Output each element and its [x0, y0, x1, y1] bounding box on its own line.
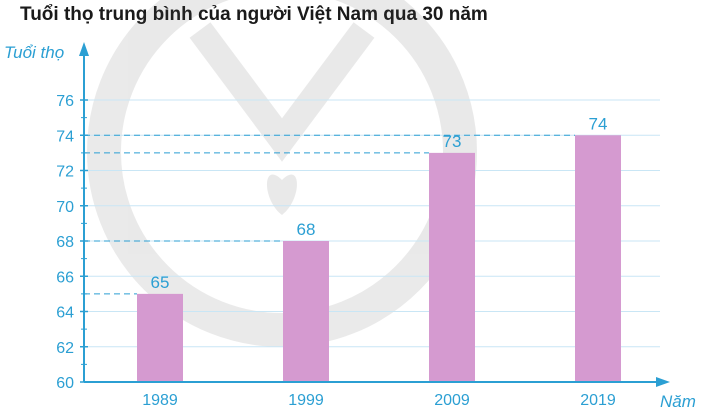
- guide-lines: [84, 134, 575, 295]
- y-tick-label: 68: [56, 234, 74, 251]
- y-tick-label: 66: [56, 269, 74, 286]
- y-tick-label: 74: [56, 128, 74, 145]
- x-axis-arrow: [656, 377, 670, 387]
- y-tick-label: 60: [56, 375, 74, 392]
- bar: [137, 293, 183, 382]
- bar: [283, 241, 329, 382]
- bar: [429, 152, 475, 382]
- y-tick-label: 76: [56, 93, 74, 110]
- chart-title: Tuổi thọ trung bình của người Việt Nam q…: [20, 4, 488, 25]
- data-label: 73: [443, 132, 462, 151]
- y-tick-label: 64: [56, 305, 74, 322]
- axes: [79, 42, 670, 387]
- watermark-logo: [87, 0, 477, 347]
- y-tick-label: 62: [56, 340, 74, 357]
- y-tick-label: 72: [56, 164, 74, 181]
- y-axis-arrow: [79, 42, 89, 56]
- bars: [137, 135, 621, 382]
- x-tick-label: 1989: [142, 392, 178, 409]
- data-label: 68: [297, 220, 316, 239]
- y-ticks: 60 62 64 66 68 70 72 74 76: [56, 93, 88, 392]
- data-labels: 65 68 73 74: [151, 114, 608, 292]
- x-tick-label: 1999: [288, 392, 324, 409]
- y-tick-label: 70: [56, 199, 74, 216]
- x-axis-title: Năm: [660, 392, 696, 411]
- data-label: 74: [589, 114, 608, 133]
- bar: [575, 135, 621, 382]
- x-tick-label: 2009: [434, 392, 470, 409]
- data-label: 65: [151, 273, 170, 292]
- x-tick-label: 2019: [580, 392, 616, 409]
- y-axis-title: Tuổi thọ: [4, 43, 64, 62]
- x-ticks: 1989 1999 2009 2019: [142, 392, 616, 409]
